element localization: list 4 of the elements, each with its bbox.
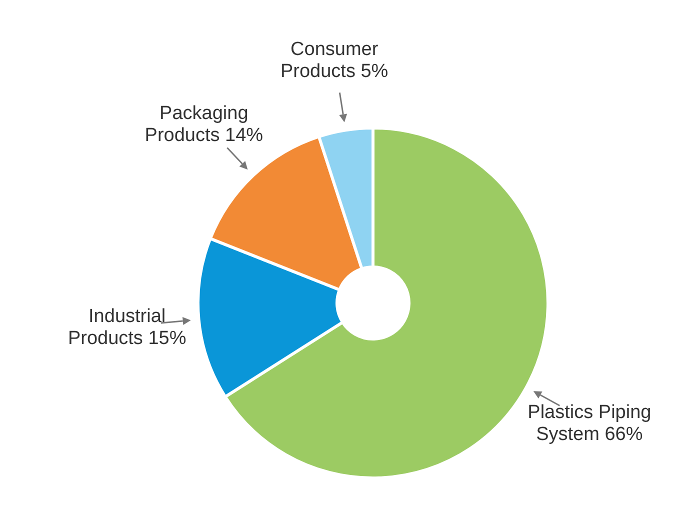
- slice-label: Consumer Products 5%: [280, 39, 388, 82]
- slice-label: Packaging Products 14%: [144, 102, 264, 146]
- slice-label: Plastics Piping System 66%: [528, 402, 652, 445]
- slice-label: Industrial Products 15%: [68, 306, 186, 350]
